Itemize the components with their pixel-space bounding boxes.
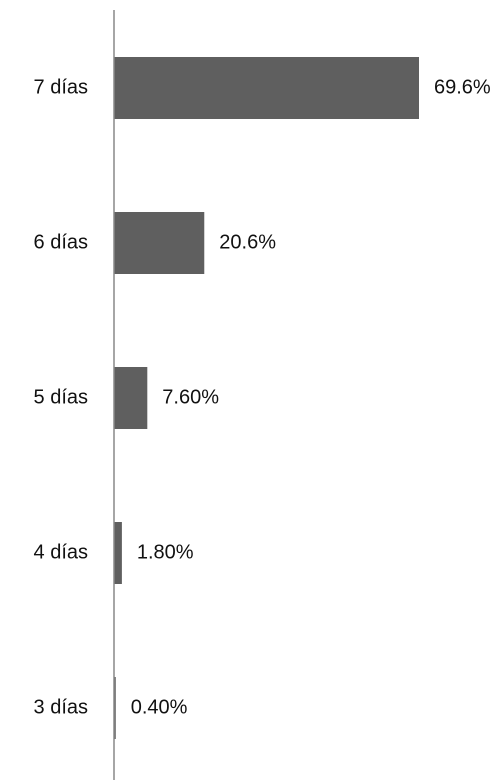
bars-group: [114, 57, 419, 739]
bar-4: [114, 522, 122, 584]
category-labels-group: 7 días 6 días 5 días 4 días 3 días: [34, 76, 88, 718]
bar-5: [114, 677, 116, 739]
value-label-3: 7.60%: [162, 386, 219, 408]
value-label-1: 69.6%: [434, 76, 491, 98]
bar-3: [114, 367, 148, 429]
category-label-5: 3 días: [34, 696, 88, 718]
value-labels-group: 69.6% 20.6% 7.60% 1.80% 0.40%: [131, 76, 491, 718]
category-label-3: 5 días: [34, 386, 88, 408]
bar-2: [114, 212, 205, 274]
value-label-4: 1.80%: [137, 541, 194, 563]
value-label-5: 0.40%: [131, 696, 188, 718]
category-label-1: 7 días: [34, 76, 88, 98]
bar-1: [114, 57, 419, 119]
value-label-2: 20.6%: [219, 231, 276, 253]
category-label-4: 4 días: [34, 541, 88, 563]
category-label-2: 6 días: [34, 231, 88, 253]
